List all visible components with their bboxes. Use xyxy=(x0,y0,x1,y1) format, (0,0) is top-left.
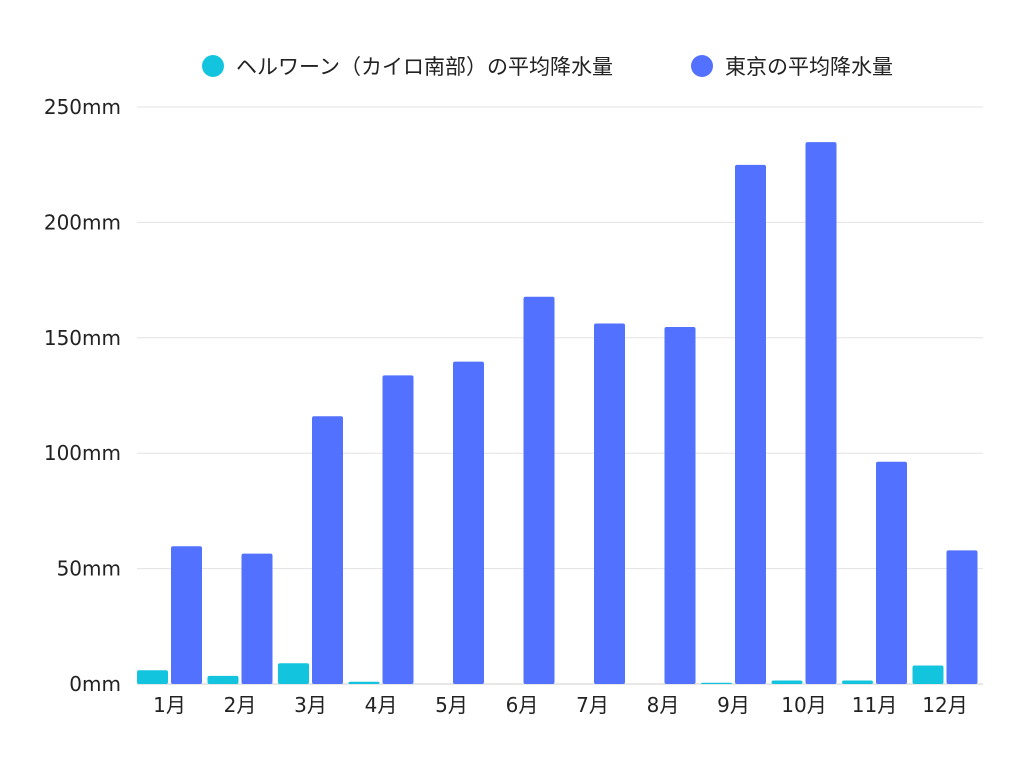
bar-helwan xyxy=(771,680,803,684)
x-tick-label: 5月 xyxy=(435,693,468,717)
x-tick-label: 2月 xyxy=(224,693,257,717)
y-tick-label: 250mm xyxy=(44,95,121,119)
bar-tokyo xyxy=(664,327,696,684)
bar-helwan xyxy=(207,675,239,684)
bar-helwan xyxy=(842,680,873,684)
bar-helwan xyxy=(912,665,944,684)
bar-tokyo xyxy=(523,296,555,684)
bar-helwan xyxy=(137,670,168,684)
bar-tokyo xyxy=(171,546,202,684)
x-tick-label: 9月 xyxy=(717,693,750,717)
x-tick-label: 3月 xyxy=(294,693,327,717)
x-tick-label: 6月 xyxy=(506,693,539,717)
bar-helwan xyxy=(348,681,380,684)
bar-tokyo xyxy=(594,323,625,684)
bar-tokyo xyxy=(946,550,978,684)
y-tick-label: 200mm xyxy=(44,210,121,234)
legend-label-tokyo: 東京の平均降水量 xyxy=(725,55,893,79)
x-tick-label: 10月 xyxy=(781,693,826,717)
x-tick-label: 8月 xyxy=(647,693,680,717)
bar-tokyo xyxy=(382,375,414,684)
x-tick-label: 1月 xyxy=(153,693,186,717)
y-axis-ticks: 0mm 50mm 100mm 150mm 200mm 250mm xyxy=(44,95,121,696)
legend-marker-helwan xyxy=(202,55,224,77)
gridlines xyxy=(137,106,983,685)
bar-tokyo xyxy=(453,361,484,684)
legend-label-helwan: ヘルワーン（カイロ南部）の平均降水量 xyxy=(236,55,613,79)
bar-tokyo xyxy=(312,416,343,684)
bar-helwan xyxy=(278,663,309,684)
bars xyxy=(137,142,978,685)
x-axis-ticks: 1月 2月 3月 4月 5月 6月 7月 8月 9月 10月 11月 12月 xyxy=(153,693,968,717)
x-tick-label: 11月 xyxy=(852,693,897,717)
y-tick-label: 100mm xyxy=(44,441,121,465)
bar-tokyo xyxy=(241,553,273,684)
bar-tokyo xyxy=(876,461,907,684)
x-tick-label: 7月 xyxy=(576,693,609,717)
legend: ヘルワーン（カイロ南部）の平均降水量 東京の平均降水量 xyxy=(202,55,893,79)
bar-tokyo xyxy=(805,142,837,685)
y-tick-label: 0mm xyxy=(69,672,121,696)
legend-marker-tokyo xyxy=(691,55,713,77)
y-tick-label: 50mm xyxy=(57,557,121,581)
bar-helwan xyxy=(701,682,732,684)
bar-tokyo xyxy=(735,164,766,684)
x-tick-label: 4月 xyxy=(365,693,398,717)
y-tick-label: 150mm xyxy=(44,326,121,350)
x-tick-label: 12月 xyxy=(922,693,967,717)
